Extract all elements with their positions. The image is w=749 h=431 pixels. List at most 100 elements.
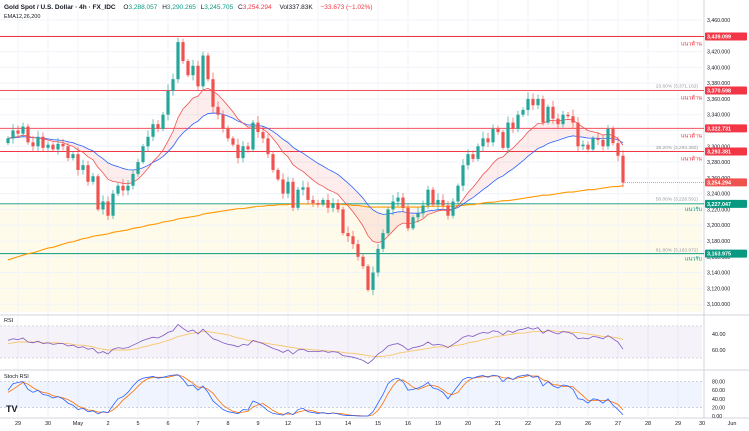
candle-body: [316, 203, 320, 205]
volume-label: Vol: [279, 4, 289, 11]
y-tick-label: 3,420.000: [707, 50, 730, 56]
candle-body: [441, 199, 445, 206]
candle-body: [321, 199, 325, 205]
candle-body: [496, 128, 500, 133]
candle-body: [356, 244, 360, 257]
x-tick-label: 15: [375, 421, 381, 427]
candle-body: [146, 136, 150, 147]
candle-body: [81, 165, 85, 170]
candle-body: [106, 201, 110, 216]
current-price-badge: [705, 178, 747, 187]
ohlc-low-value: 3,245.705: [204, 4, 234, 11]
volume-value: 337.83K: [288, 4, 313, 11]
candle-body: [406, 207, 410, 229]
candle-body: [411, 217, 415, 229]
candle-body: [331, 203, 335, 208]
candle-body: [461, 165, 465, 186]
candle-body: [176, 42, 180, 80]
candle-body: [426, 189, 430, 206]
support-zone-band: [0, 203, 702, 312]
candle-body: [191, 65, 195, 76]
x-tick-label: 21: [495, 421, 501, 427]
stoch-tick-label: 80.00: [712, 380, 725, 386]
candle-body: [471, 154, 475, 159]
candle-body: [566, 114, 570, 117]
candle-body: [221, 114, 225, 129]
ema-cloud-fill: [8, 88, 623, 243]
x-tick-label: May: [73, 421, 84, 427]
candle-body: [521, 109, 525, 115]
stoch-tick-label: 40.00: [712, 397, 725, 403]
candle-body: [26, 126, 30, 143]
candle-body: [466, 154, 470, 166]
candle-body: [541, 98, 545, 123]
candle-body: [56, 143, 60, 150]
candle-body: [481, 138, 485, 147]
candle-body: [231, 138, 235, 145]
y-tick-label: 3,140.000: [707, 271, 730, 277]
candle-body: [71, 154, 75, 159]
candle-body: [431, 189, 435, 205]
candle-body: [131, 173, 135, 186]
candle-body: [446, 205, 450, 216]
candle-body: [41, 136, 45, 148]
ohlc-low-label: L: [200, 4, 205, 11]
stoch-tick-label: 60.00: [712, 388, 725, 394]
candle-body: [391, 201, 395, 210]
resistance-tag: แนวต้าน: [681, 155, 702, 162]
price-badge-label: 3,322.731: [707, 126, 731, 132]
ohlc-open-label: O: [123, 4, 129, 11]
x-tick-label: 12: [285, 421, 291, 427]
ema12-line: [7, 87, 624, 244]
candle-body: [91, 176, 95, 182]
price-badge-label: 3,439.099: [707, 34, 731, 40]
candle-body: [311, 199, 315, 204]
candle-body: [166, 91, 170, 115]
candle-body: [546, 106, 550, 123]
rsi-label: RSI: [4, 318, 14, 324]
candle-body: [76, 154, 80, 170]
x-tick-label: 30: [699, 421, 705, 427]
candle-body: [276, 169, 280, 180]
y-tick-label: 3,160.000: [707, 255, 730, 261]
candle-body: [156, 124, 160, 129]
candle-body: [296, 189, 300, 208]
candle-body: [616, 143, 620, 156]
symbol-title[interactable]: Gold Spot / U.S. Dollar · 4h · FX_IDC: [4, 4, 116, 11]
fib-label: 23.60% (3,371.162): [656, 83, 699, 89]
candle-body: [281, 179, 285, 194]
candle-body: [456, 185, 460, 202]
x-tick-label: 6: [166, 421, 169, 427]
candle-body: [201, 55, 205, 87]
stoch-tick-label: 20.00: [712, 405, 725, 411]
candle-body: [291, 181, 295, 208]
y-tick-label: 3,200.000: [707, 223, 730, 229]
x-tick-label: 16: [405, 421, 411, 427]
x-tick-label: 19: [435, 421, 441, 427]
candle-body: [116, 185, 120, 194]
candle-body: [506, 122, 510, 148]
ohlc-open: O3,288.057: [123, 4, 157, 11]
y-tick-label: 3,220.000: [707, 207, 730, 213]
rsi-tick-label: 60.00: [712, 348, 726, 354]
candle-body: [586, 144, 590, 150]
candle-body: [606, 128, 610, 147]
candle-body: [251, 122, 255, 150]
candle-body: [171, 79, 175, 92]
candle-body: [611, 128, 615, 144]
candle-body: [581, 144, 585, 147]
x-tick-label: 8: [226, 421, 229, 427]
candle-body: [6, 138, 10, 144]
rsi-tick-label: 40.00: [712, 332, 726, 338]
candle-body: [96, 176, 100, 210]
candle-body: [371, 272, 375, 290]
candle-body: [531, 98, 535, 106]
candle-body: [601, 139, 605, 147]
candle-body: [11, 130, 15, 139]
ema-legend[interactable]: EMA12,26,200: [4, 14, 41, 20]
current-price-label: 3,254.294: [707, 180, 731, 186]
candle-body: [46, 144, 50, 148]
candle-body: [31, 142, 35, 147]
